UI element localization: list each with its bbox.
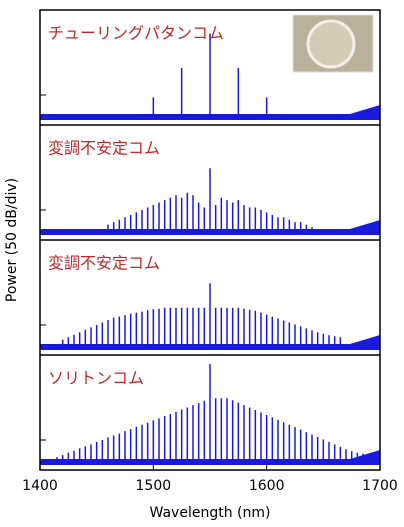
noise-floor: [340, 335, 380, 347]
panel-label: チューリングパタンコム: [48, 24, 224, 43]
noise-floor: [340, 105, 380, 117]
panel-label: 変調不安定コム: [48, 254, 160, 273]
x-tick-label: 1500: [136, 478, 172, 494]
plot-frame: [39, 9, 381, 471]
panel-label: ソリトンコム: [48, 369, 144, 388]
inset-photo: [292, 14, 374, 73]
noise-floor: [340, 220, 380, 232]
x-tick-label: 1400: [22, 478, 58, 494]
panel-label: 変調不安定コム: [48, 139, 160, 158]
y-axis-label: Power (50 dB/div): [4, 178, 20, 302]
noise-floor: [340, 450, 380, 462]
x-tick-label: 1600: [249, 478, 285, 494]
x-tick-label: 1700: [362, 478, 398, 494]
x-axis-label: Wavelength (nm): [150, 505, 271, 521]
